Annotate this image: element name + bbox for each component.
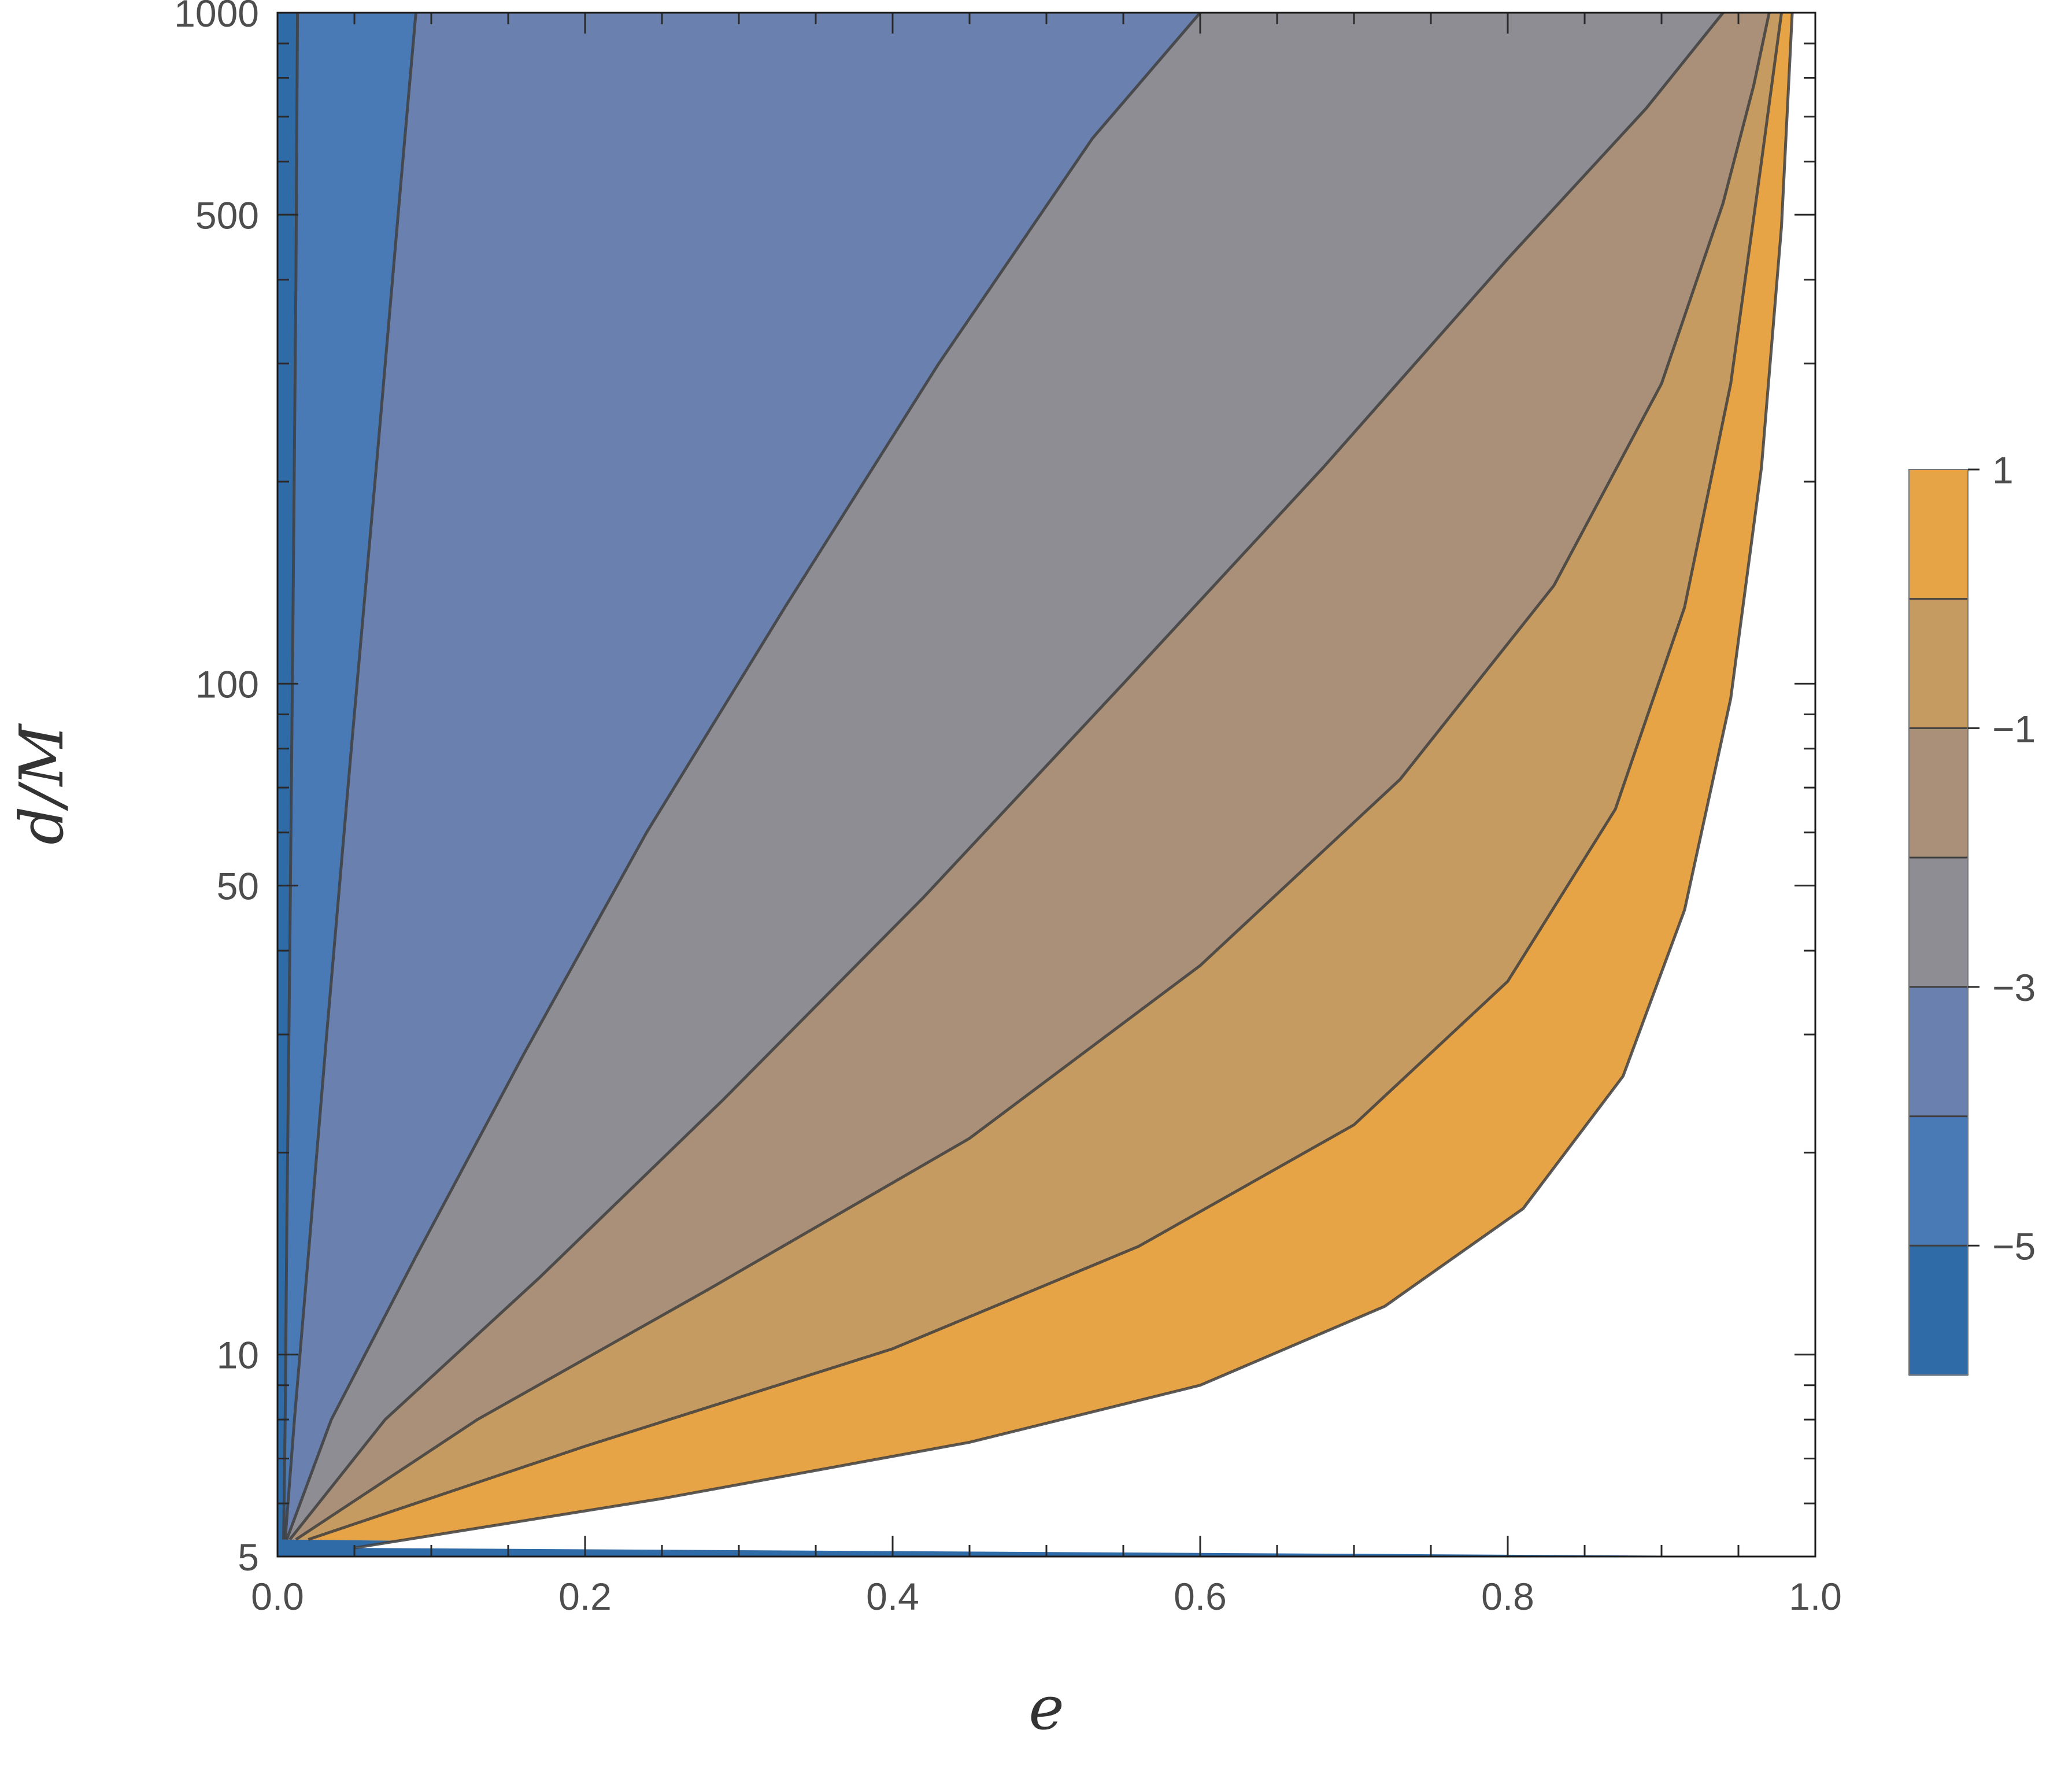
legend-frame <box>1908 469 1969 1376</box>
y-tick-label: 10 <box>217 1334 259 1377</box>
contour-bands <box>283 13 1816 1557</box>
y-tick-label: 5 <box>238 1536 259 1579</box>
legend-band <box>1909 857 1968 988</box>
contour-line--2 <box>288 12 1725 1541</box>
legend: 1 −1 −3 −5 <box>1908 449 2036 1376</box>
x-tick-label: 1.0 <box>1789 1575 1842 1618</box>
legend-band <box>1909 470 1968 600</box>
contour-line--1 <box>295 12 1771 1541</box>
legend-label: −5 <box>1992 1225 2036 1267</box>
legend-label: 1 <box>1992 449 2014 491</box>
contour-line--3 <box>285 12 1201 1540</box>
contour-line--4 <box>283 12 417 1540</box>
legend-band <box>1909 598 1968 729</box>
y-tick-label: 50 <box>217 865 259 908</box>
x-tick-label: 0.4 <box>866 1575 919 1618</box>
chart-layers: 0.0 0.2 0.4 0.6 0.8 1.0 5 10 50 100 500 1000 1 −1 −3 −5 <box>174 0 2036 1618</box>
contour-band-above-1 <box>354 13 1815 1557</box>
legend-band <box>1909 1116 1968 1247</box>
x-tick-label: 0.8 <box>1481 1575 1534 1618</box>
contour-band-above-0 <box>308 13 1816 1557</box>
contour-line-1 <box>354 12 1794 1550</box>
legend-band <box>1909 986 1968 1118</box>
legend-label: −3 <box>1992 966 2036 1009</box>
contour-line-0 <box>308 12 1783 1541</box>
legend-label: −1 <box>1992 707 2036 750</box>
plot-frame <box>276 12 1816 1558</box>
x-tick-label: 0.2 <box>558 1575 612 1618</box>
y-axis-label: d/M <box>6 723 77 845</box>
x-tick-label: 0.6 <box>1174 1575 1227 1618</box>
legend-band <box>1909 728 1968 859</box>
x-tick-label: 0.0 <box>251 1575 304 1618</box>
legend-band <box>1909 1245 1968 1376</box>
y-tick-label: 1000 <box>174 0 259 35</box>
x-axis-label: e <box>1028 1673 1064 1743</box>
y-tick-label: 100 <box>195 663 259 705</box>
y-tick-label: 500 <box>195 194 259 236</box>
